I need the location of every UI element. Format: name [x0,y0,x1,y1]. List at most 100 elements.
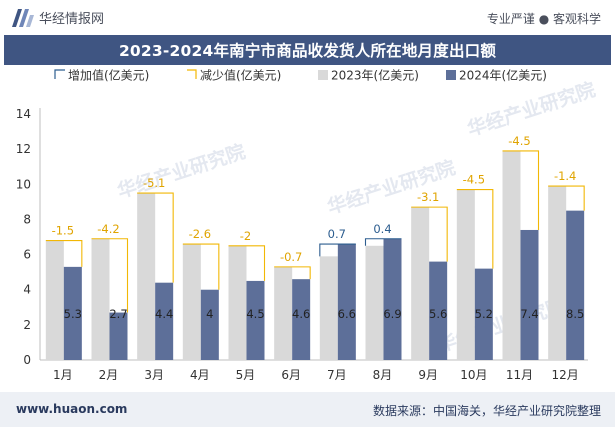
change-label: -5.1 [143,176,165,190]
decrease-bracket [182,243,220,290]
legend-label: 2024年(亿美元) [459,68,547,83]
bar-2023 [319,256,338,360]
value-label-2024: 4.6 [292,307,310,321]
y-tick-label: 8 [23,212,31,226]
x-tick-label: 9月 [418,368,438,382]
bar-2023 [365,245,384,360]
title-bar: 2023-2024年南宁市商品收发货人所在地月度出口额 [4,35,611,65]
bar-2024 [474,268,493,360]
legend-label: 2023年(亿美元) [331,68,419,83]
value-label-2024: 5.3 [64,307,82,321]
legend-increase-swatch [54,69,65,79]
bar-2024 [292,279,311,360]
change-label: -1.5 [52,224,74,238]
bar-2024 [109,312,128,360]
change-label: -2 [240,229,251,243]
decrease-bracket [411,206,448,262]
value-label-2024: 7.4 [520,307,538,321]
chart-title: 2023-2024年南宁市商品收发货人所在地月度出口额 [118,42,497,60]
decrease-bracket [502,150,540,230]
decrease-bracket [456,189,494,269]
legend-item: 增加值(亿美元) [54,68,149,83]
bar-2023 [182,244,201,360]
footer: www.huaon.com 数据来源：中国海关，华经产业研究院整理 [0,392,615,427]
bar-2023 [548,186,567,360]
change-label: 0.4 [373,222,391,236]
x-tick-label: 2月 [99,368,119,382]
change-label: -4.5 [508,134,530,148]
tagline: 专业严谨 ● 客观科学 [486,12,601,26]
bar-2023 [228,245,247,360]
x-tick-label: 1月 [53,368,73,382]
decrease-bracket [274,266,311,280]
decrease-bracket [548,185,585,211]
increase-bracket [364,238,402,246]
bar-2024 [246,280,265,360]
bar-2023 [45,240,64,360]
bar-2023 [137,193,156,360]
bar-2023 [411,207,430,360]
bar-2023 [456,189,475,360]
website-link[interactable]: www.huaon.com [16,402,128,416]
legend-item: 2023年(亿美元) [318,68,419,83]
legend-color-swatch [446,70,456,80]
decrease-bracket [137,192,174,283]
legend-item: 2024年(亿美元) [446,68,547,83]
legend-color-swatch [318,70,328,80]
watermark: 华经产业研究院 [464,78,598,141]
watermark: 华经产业研究院 [114,140,248,203]
value-label-2024: 2.7 [109,307,127,321]
value-label-2024: 6.6 [338,307,356,321]
bar-2024 [520,229,539,360]
change-label: -3.1 [417,190,439,204]
value-label-2024: 4.5 [246,307,264,321]
bar-2024 [566,210,585,360]
x-tick-label: 6月 [281,368,301,382]
y-tick-label: 12 [16,142,31,156]
y-tick-label: 0 [23,353,31,367]
value-label-2024: 4 [206,307,213,321]
bar-2023 [502,150,521,360]
bar-2024 [383,238,402,360]
y-tick-label: 4 [23,283,31,297]
change-label: -1.4 [554,169,576,183]
legend-label: 增加值(亿美元) [68,68,149,83]
x-tick-label: 10月 [460,368,487,382]
value-label-2024: 6.9 [383,307,401,321]
x-tick-label: 4月 [190,368,210,382]
decrease-bracket [228,245,266,281]
bar-2024 [63,266,82,360]
watermark: 华经产业研究院 [324,156,458,219]
x-tick-label: 5月 [236,368,256,382]
value-label-2024: 8.5 [566,307,584,321]
bar-2023 [274,266,293,360]
bar-2024 [200,289,219,360]
x-tick-label: 11月 [506,368,533,382]
change-label: -4.2 [97,222,119,236]
bar-2024 [337,244,356,360]
bar-2023 [91,238,110,360]
value-label-2024: 4.4 [155,307,173,321]
change-label: 0.7 [328,227,346,241]
top-bar: 华经情报网 专业严谨 ● 客观科学 [0,0,615,34]
x-tick-label: 12月 [552,368,579,382]
brand: 华经情报网 [12,8,104,27]
data-source: 数据来源：中国海关，华经产业研究院整理 [372,404,601,418]
y-tick-label: 14 [16,107,31,121]
x-tick-label: 3月 [144,368,164,382]
brand-logo-icon [12,8,34,27]
x-tick-label: 8月 [373,368,393,382]
value-label-2024: 5.2 [475,307,493,321]
legend-item: 减少值(亿美元) [187,68,281,83]
bar-2024 [155,282,174,360]
change-label: -2.6 [189,227,211,241]
change-label: -4.5 [463,173,485,187]
legend-decrease-swatch [187,69,197,79]
x-tick-label: 7月 [327,368,347,382]
brand-name: 华经情报网 [39,12,105,27]
decrease-bracket [91,238,129,313]
legend-label: 减少值(亿美元) [200,68,281,83]
y-tick-label: 6 [23,248,31,262]
decrease-bracket [45,239,83,267]
